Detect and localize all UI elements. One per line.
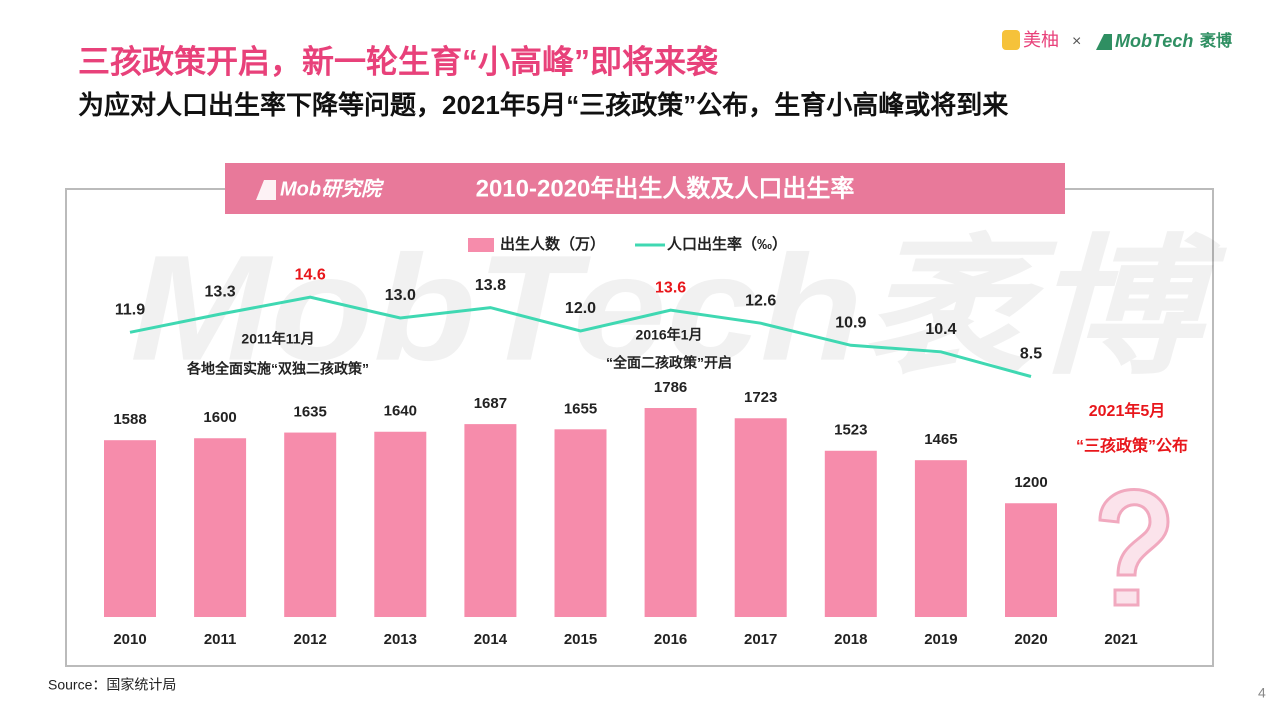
bar-value-label: 1635 (294, 404, 327, 421)
slide-subtitle: 为应对人口出生率下降等问题，2021年5月“三孩政策”公布，生育小高峰或将到来 (78, 90, 1009, 120)
line-value-label: 13.0 (385, 287, 416, 304)
x-tick-label: 2019 (924, 631, 957, 648)
bar (914, 460, 967, 617)
logo-brand: 美柚 (1023, 30, 1059, 50)
chart-title: 2010-2020年出生人数及人口出生率 (476, 174, 855, 202)
watermark: MobTech袤博 (130, 224, 1228, 392)
bar-value-label: 1200 (1014, 474, 1047, 491)
line-value-label: 12.0 (565, 300, 596, 317)
bar (284, 432, 337, 617)
logo-cross: × (1072, 33, 1081, 50)
x-tick-label: 2014 (474, 631, 508, 648)
x-tick-label: 2011 (204, 631, 237, 648)
annotation: 2021年5月 (1089, 401, 1166, 420)
bar (824, 450, 877, 617)
legend-label: 出生人数（万） (500, 235, 605, 253)
question-mark-icon (1098, 488, 1170, 607)
chart-title-bar (225, 163, 1065, 214)
page-number: 4 (1258, 685, 1266, 701)
x-tick-label: 2017 (744, 631, 777, 648)
bar-value-label: 1786 (654, 379, 687, 396)
bar (104, 440, 156, 617)
x-tick-label: 2018 (834, 631, 867, 648)
bar-value-label: 1523 (834, 422, 867, 439)
source: Source：国家统计局 (48, 677, 176, 693)
x-tick-label: 2016 (654, 631, 687, 648)
bar-value-label: 1687 (474, 395, 507, 412)
line-value-label: 10.9 (835, 315, 866, 332)
panel-icon (256, 180, 276, 200)
annotation: 2016年1月 (636, 327, 703, 343)
x-tick-label: 2013 (384, 631, 417, 648)
bar (194, 438, 247, 617)
bar-value-label: 1723 (744, 389, 777, 406)
bar-value-label: 1655 (564, 400, 597, 417)
annotation: 2011年11月 (241, 331, 314, 347)
bar (1005, 503, 1057, 617)
bar (464, 424, 517, 617)
bar (644, 408, 697, 617)
plot: 2010 2011 2012 2013 2014 2015 2016 2017 2018 2019… (104, 235, 1188, 648)
bar-value-label: 1640 (384, 403, 417, 420)
panel-label: Mob研究院 (280, 177, 385, 200)
bar (554, 429, 607, 617)
bar-value-label: 1465 (924, 431, 957, 448)
line-value-label: 12.6 (745, 292, 776, 309)
x-tick-label: 2021 (1104, 631, 1137, 648)
bar (734, 418, 787, 617)
annotation: “全面二孩政策”开启 (606, 355, 732, 371)
legend-label: 人口出生率（‰） (667, 235, 787, 253)
bar-value-label: 1600 (203, 409, 236, 426)
bar-value-label: 1588 (113, 411, 146, 428)
legend-swatch (468, 238, 494, 252)
x-tick-label: 2015 (564, 631, 597, 648)
logo-icon (1096, 34, 1112, 50)
line-value-label: 10.4 (925, 321, 956, 338)
line-value-label: 8.5 (1020, 346, 1042, 363)
x-tick-label: 2020 (1014, 631, 1047, 648)
line-value-label: 13.6 (655, 279, 686, 296)
bar (374, 431, 427, 617)
logo-brand: 袤博 (1199, 31, 1232, 50)
x-tick-label: 2012 (294, 631, 327, 648)
logo-brand: MobTech (1115, 31, 1193, 51)
line (129, 295, 1032, 378)
line-value-label: 14.6 (295, 266, 326, 283)
annotation: “三孩政策”公布 (1076, 436, 1188, 455)
line-value-label: 11.9 (115, 302, 145, 319)
annotation: 各地全面实施“双独二孩政策” (186, 361, 369, 377)
slide-title: 三孩政策开启，新一轮生育“小高峰”即将来袭 (78, 43, 719, 79)
logo-icon (1002, 30, 1020, 50)
line-value-label: 13.3 (205, 283, 236, 300)
x-tick-label: 2010 (113, 631, 146, 648)
line-value-label: 13.8 (475, 277, 506, 294)
